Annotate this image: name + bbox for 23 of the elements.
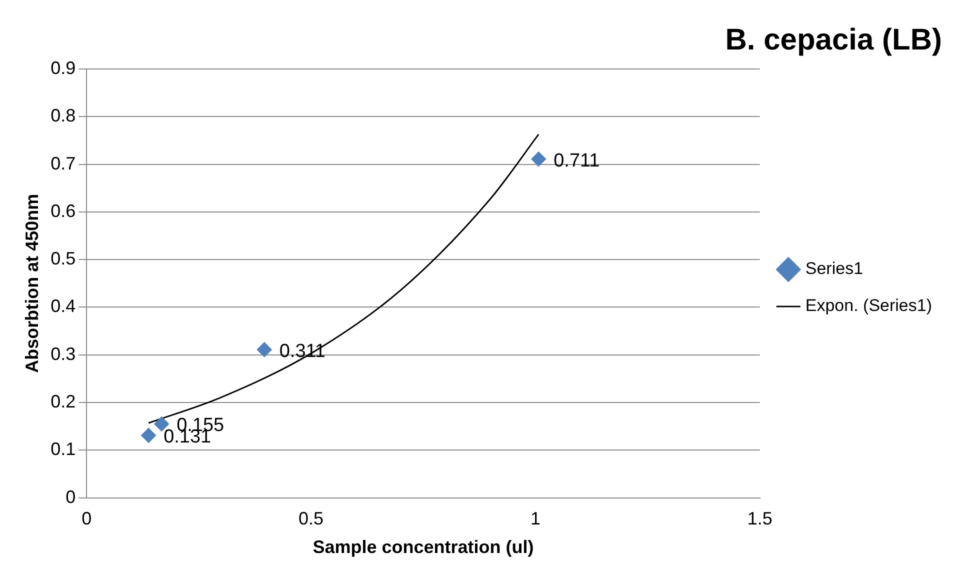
y-axis-title: Absorbtion at 450nm [22,194,42,373]
x-tick-label: 0.5 [298,508,324,529]
y-tick-label: 0.8 [50,106,76,126]
x-tick-label: 1 [530,508,540,529]
y-tick-label: 0.1 [50,439,76,460]
data-label: 0.711 [554,150,600,172]
y-tick-label: 0.2 [50,391,76,412]
point [256,342,272,358]
y-tick-label: 0.6 [50,200,76,221]
y-tick-label: 0.5 [50,248,76,269]
y-tick-label: 0.3 [50,344,76,364]
x-tick-label: 0 [82,508,92,529]
x-axis-title: Sample concentration (ul) [312,537,534,558]
y-tick-label: 0 [66,486,76,507]
x-tick-label: 1.5 [747,508,772,529]
point [141,428,156,443]
text: B. cepacia (LB) [725,23,942,56]
y-tick-label: 0.7 [50,153,76,174]
point [531,152,546,167]
legend-label: Series1 [805,259,864,278]
y-tick-label: 0.4 [50,296,76,316]
y-tick-label: 0.9 [50,58,76,78]
legend-label: Expon. (Series1) [805,296,932,316]
